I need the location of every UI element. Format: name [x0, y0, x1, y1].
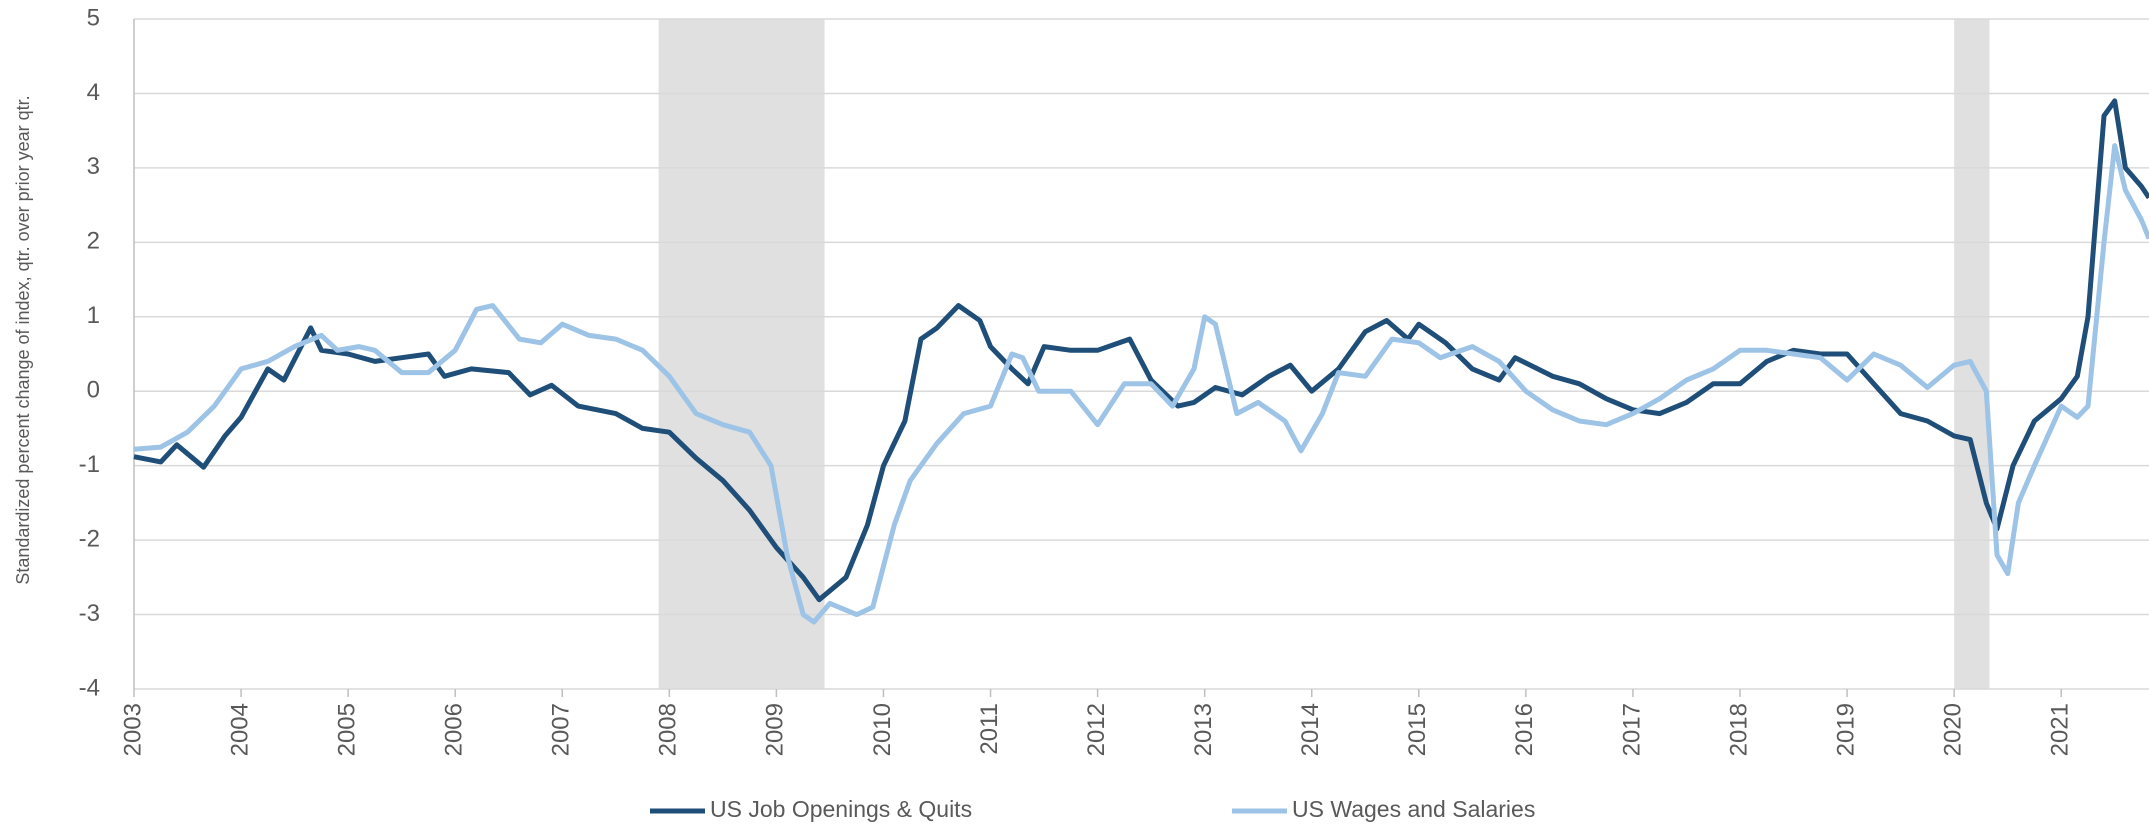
- x-tick-label: 2009: [762, 703, 789, 756]
- x-tick-label: 2014: [1297, 703, 1324, 756]
- x-tick-label: 2008: [655, 703, 682, 756]
- y-tick-label: 1: [87, 302, 100, 329]
- y-tick-label: -1: [79, 451, 100, 478]
- x-tick-label: 2021: [2047, 703, 2074, 756]
- x-tick-label: 2007: [548, 703, 575, 756]
- y-tick-label: -4: [79, 674, 100, 701]
- x-tick-label: 2013: [1190, 703, 1217, 756]
- x-tick-label: 2020: [1939, 703, 1966, 756]
- legend-label: US Job Openings & Quits: [710, 796, 972, 822]
- x-tick-label: 2010: [869, 703, 896, 756]
- x-tick-label: 2012: [1083, 703, 1110, 756]
- y-tick-label: 5: [87, 4, 100, 31]
- y-tick-label: 2: [87, 228, 100, 255]
- x-tick-label: 2017: [1618, 703, 1645, 756]
- legend-item: US Job Openings & Quits: [650, 796, 972, 822]
- y-axis-title: Standardized percent change of index, qt…: [13, 95, 33, 584]
- x-tick-label: 2005: [333, 703, 360, 756]
- x-tick-label: 2011: [976, 703, 1003, 755]
- y-tick-label: -3: [79, 600, 100, 627]
- series-line: [133, 98, 2149, 603]
- y-tick-label: 3: [87, 153, 100, 180]
- legend-label: US Wages and Salaries: [1292, 796, 1535, 822]
- x-tick-label: 2004: [226, 703, 253, 756]
- x-tick-label: 2015: [1404, 703, 1431, 756]
- series-line: [133, 143, 2149, 625]
- legend-item: US Wages and Salaries: [1232, 796, 1535, 822]
- x-tick-label: 2018: [1725, 703, 1752, 756]
- recession-shade: [1954, 19, 1990, 689]
- y-tick-label: 4: [87, 79, 100, 106]
- recession-shade: [658, 19, 825, 689]
- x-tick-label: 2003: [119, 703, 146, 756]
- y-tick-label: 0: [87, 377, 100, 404]
- x-tick-label: 2016: [1511, 703, 1538, 756]
- x-tick-label: 2006: [441, 703, 468, 756]
- x-tick-label: 2019: [1832, 703, 1859, 756]
- y-tick-label: -2: [79, 525, 100, 552]
